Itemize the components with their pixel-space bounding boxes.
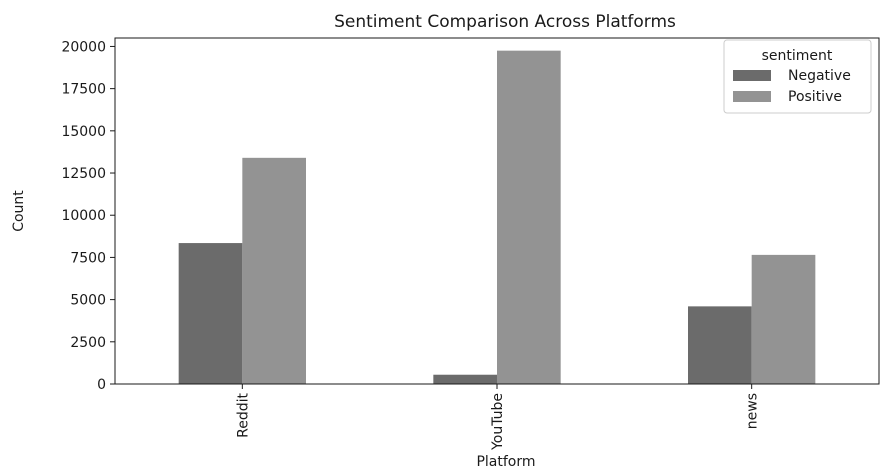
x-tick-label-youtube: YouTube [490,393,506,451]
legend-swatch-positive [733,91,771,102]
bar-youtube-positive [497,50,561,384]
y-tick-label: 0 [97,377,106,393]
x-axis-label: Platform [476,454,535,470]
y-tick-label: 15000 [61,124,106,140]
bar-news-positive [751,254,816,384]
legend-swatch-negative [733,70,771,81]
bar-youtube-negative [433,374,497,384]
y-ticks: 0 2500 5000 7500 10000 12500 15000 17500 20000 [61,39,115,393]
x-tick-label-news: news [745,393,761,429]
y-tick-label: 17500 [61,82,106,98]
y-tick-label: 2500 [70,335,106,351]
y-axis-label: Count [11,190,27,232]
legend-title: sentiment [762,48,833,64]
x-tick-label-reddit: Reddit [235,393,251,438]
y-tick-label: 12500 [61,166,106,182]
legend-label-positive: Positive [788,89,842,105]
bar-news-negative [688,306,752,384]
y-tick-label: 20000 [61,39,106,55]
y-tick-label: 5000 [70,293,106,309]
bars [178,50,816,384]
legend-label-negative: Negative [788,68,851,84]
legend: sentiment Negative Positive [723,39,872,114]
y-tick-label: 10000 [61,208,106,224]
chart-title: Sentiment Comparison Across Platforms [334,12,676,32]
bar-reddit-negative [178,243,243,384]
x-ticks: Reddit YouTube news [235,384,761,451]
y-tick-label: 7500 [70,250,106,266]
bar-reddit-positive [242,157,306,384]
